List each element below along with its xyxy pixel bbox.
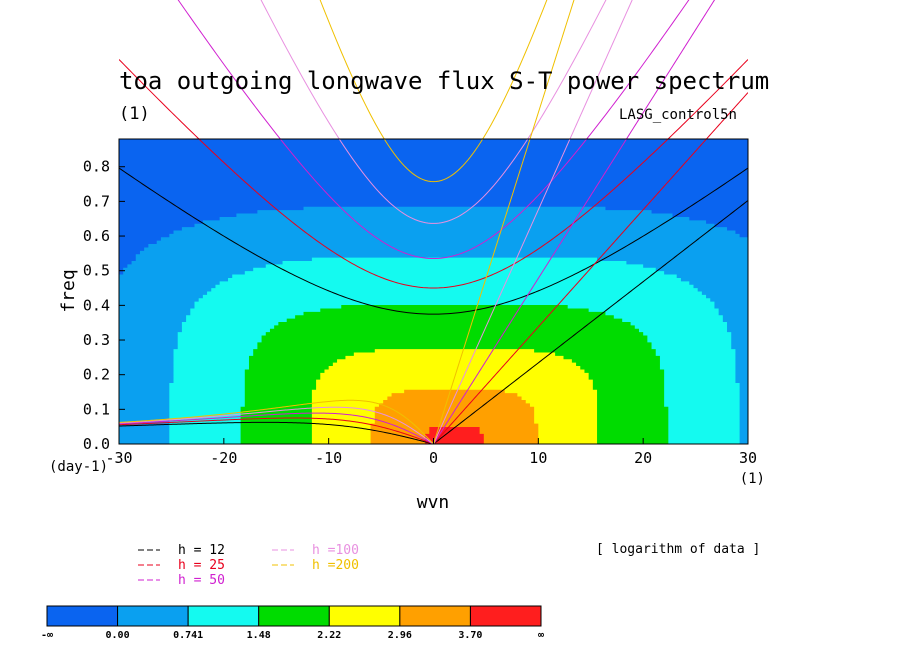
colorbar-label: 0.741 bbox=[173, 630, 203, 641]
colorbar-label: 3.70 bbox=[458, 630, 482, 641]
legend-label: h = 25 bbox=[178, 558, 225, 573]
kelvin-curve-h25 bbox=[433, 139, 708, 444]
colorbar-label: 0.00 bbox=[106, 630, 130, 641]
colorbar-label: 2.96 bbox=[388, 630, 412, 641]
contour-level-6 bbox=[425, 427, 484, 444]
x-tick-label: 10 bbox=[529, 449, 547, 467]
x-tick-label: -10 bbox=[315, 449, 342, 467]
y-axis-label: freq bbox=[58, 269, 79, 312]
y-tick-label: 0.3 bbox=[83, 331, 110, 349]
er-curve-h100 bbox=[119, 406, 434, 444]
axes: -30 -20 -10 0 10 20 30 0.0 0.1 0.2 0.3 0.4 0.5 0.6 0.7… bbox=[83, 158, 757, 467]
ig-curve-h100 bbox=[338, 139, 529, 224]
y-tick-label: 0.7 bbox=[83, 192, 110, 210]
y-tick-label: 0.2 bbox=[83, 366, 110, 384]
x-tick-label: 0 bbox=[429, 449, 438, 467]
colorbar-label: ∞ bbox=[538, 630, 544, 641]
x-unit-label: (1) bbox=[740, 471, 765, 487]
kelvin-curve-h100 bbox=[433, 139, 571, 444]
er-curve-h200 bbox=[119, 399, 434, 444]
x-tick-label: 30 bbox=[739, 449, 757, 467]
y-tick-label: 0.5 bbox=[83, 262, 110, 280]
legend-label: h = 12 bbox=[178, 543, 225, 558]
colorbar-swatch bbox=[46, 605, 119, 627]
colorbar-label: -∞ bbox=[41, 630, 53, 641]
y-unit-label: (day-1) bbox=[49, 459, 108, 475]
colorbar-label: 1.48 bbox=[247, 630, 271, 641]
contour-fill bbox=[119, 139, 748, 444]
ig-curve-h200 bbox=[383, 139, 484, 183]
contour-level-5 bbox=[370, 389, 539, 444]
y-tick-label: 0.0 bbox=[83, 435, 110, 453]
colorbar-swatch bbox=[117, 605, 189, 627]
dispersion-curves-overflow bbox=[119, 0, 748, 139]
chart-title: toa outgoing longwave flux S-T power spe… bbox=[119, 67, 769, 95]
ig-curve-h12 bbox=[119, 167, 748, 315]
y-tick-label: 0.8 bbox=[83, 158, 110, 176]
colorbar-swatch bbox=[469, 605, 542, 627]
overflow-group bbox=[119, 0, 748, 139]
case-label: LASG_control5n bbox=[619, 107, 737, 123]
y-tick-label: 0.6 bbox=[83, 227, 110, 245]
y-tick-label: 0.4 bbox=[83, 296, 110, 314]
colorbar-swatch bbox=[399, 605, 471, 627]
kelvin-curve-h12 bbox=[433, 200, 748, 444]
kelvin-curve-top-h50 bbox=[625, 0, 716, 139]
x-tick-label: -20 bbox=[210, 449, 237, 467]
data-note: [ logarithm of data ] bbox=[596, 542, 760, 557]
dispersion-curves bbox=[119, 139, 748, 444]
kelvin-curve-h200 bbox=[433, 139, 531, 444]
x-tick-label: -30 bbox=[105, 449, 132, 467]
colorbar-label: 2.22 bbox=[317, 630, 341, 641]
ig-curve-top-h50 bbox=[177, 0, 690, 139]
colorbar: -∞ 0.00 0.741 1.48 2.22 2.96 3.70 ∞ bbox=[41, 605, 544, 641]
kelvin-curve-h50 bbox=[433, 139, 628, 444]
x-axis-label: wvn bbox=[417, 492, 450, 513]
colorbar-swatch bbox=[187, 605, 260, 627]
ig-curve-h50 bbox=[279, 139, 588, 260]
ig-curve-h25 bbox=[198, 139, 669, 289]
chart-subtitle: (1) bbox=[119, 104, 150, 124]
colorbar-swatch bbox=[258, 605, 330, 627]
er-curve-h50 bbox=[119, 412, 434, 444]
er-curve-h12 bbox=[119, 421, 434, 444]
colorbar-swatch bbox=[328, 605, 401, 627]
x-tick-label: 20 bbox=[634, 449, 652, 467]
legend-label: h =200 bbox=[312, 558, 359, 573]
legend-label: h = 50 bbox=[178, 573, 225, 588]
er-curve-h25 bbox=[119, 417, 434, 444]
legend-label: h =100 bbox=[312, 543, 359, 558]
kelvin-curve-top-h100 bbox=[569, 0, 633, 139]
y-tick-label: 0.1 bbox=[83, 400, 110, 418]
